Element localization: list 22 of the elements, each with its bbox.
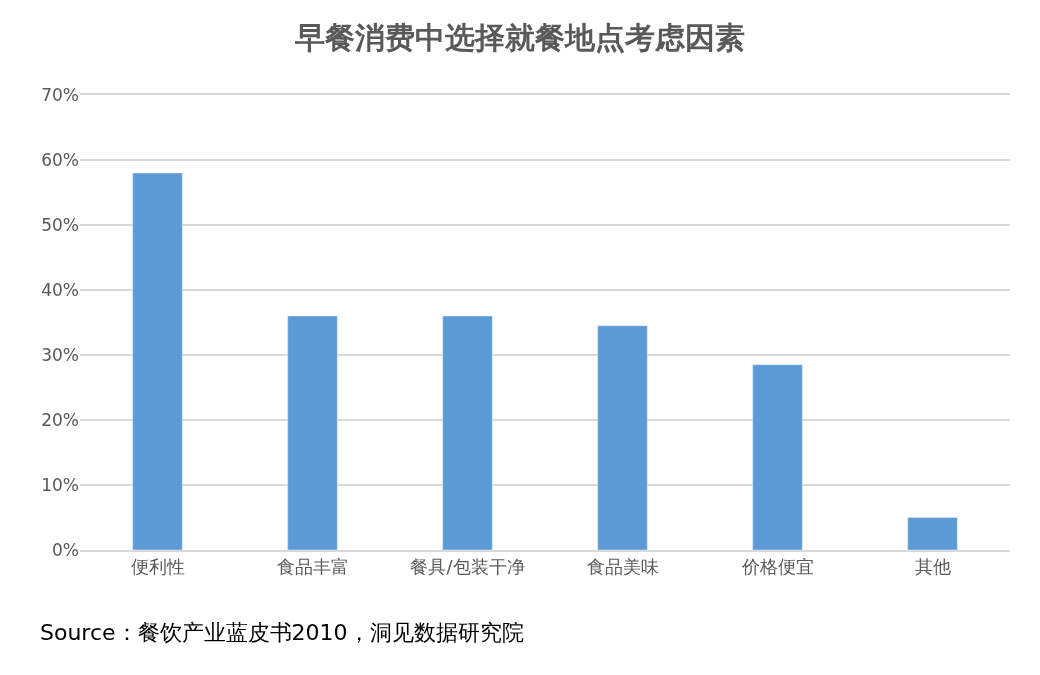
- x-tick-label: 食品美味: [586, 556, 659, 578]
- bar: [752, 364, 803, 550]
- y-tick-label: 40%: [41, 279, 79, 300]
- y-tick-label: 20%: [41, 409, 79, 430]
- y-tick-label: 70%: [41, 84, 79, 105]
- x-tick-label: 食品丰富: [276, 556, 349, 578]
- y-tick-label: 30%: [41, 344, 79, 365]
- x-tick-label: 价格便宜: [740, 556, 814, 578]
- chart-title: 早餐消费中选择就餐地点考虑因素: [294, 20, 745, 55]
- y-tick-label: 60%: [41, 149, 79, 170]
- bar: [132, 172, 183, 550]
- x-tick-label: 其他: [914, 556, 951, 578]
- bar: [442, 315, 493, 550]
- bar: [597, 325, 648, 550]
- y-tick-label: 10%: [41, 474, 79, 495]
- x-tick-label: 餐具/包装干净: [410, 556, 525, 578]
- x-tick-label: 便利性: [130, 556, 185, 578]
- y-tick-label: 50%: [41, 214, 79, 235]
- y-tick-label: 0%: [52, 539, 79, 560]
- bar: [287, 315, 338, 550]
- bar: [907, 517, 958, 550]
- source-note: Source：餐饮产业蓝皮书2010，洞见数据研究院: [40, 620, 524, 645]
